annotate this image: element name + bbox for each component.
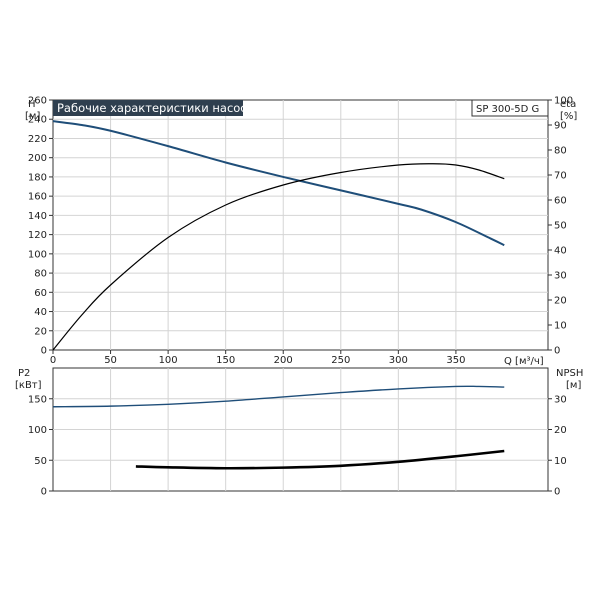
y-left-tick-label: 0	[41, 487, 47, 498]
y-left-tick-label: 220	[28, 134, 47, 145]
x-tick-label: 150	[216, 355, 235, 366]
y-right-title-top: eta	[560, 99, 576, 110]
y-left-unit-top: [м]	[25, 111, 40, 122]
y-right-tick-label: 10	[554, 321, 567, 332]
y-right-tick-label: 30	[554, 394, 567, 405]
y-right-tick-label: 70	[554, 171, 567, 182]
y-right-tick-label: 0	[554, 487, 560, 498]
bottom-grid	[53, 368, 548, 491]
y-right-title-bottom: NPSH	[556, 368, 583, 379]
x-tick-label: 50	[104, 355, 117, 366]
x-tick-label: 200	[274, 355, 293, 366]
x-axis-label: Q [м³/ч]	[504, 356, 544, 367]
top-grid	[53, 100, 548, 350]
model-label-box	[471, 99, 549, 117]
y-left-unit-bottom: [кВт]	[15, 380, 42, 391]
y-right-tick-label: 10	[554, 456, 567, 467]
bottom-axes: 0 50 100 150 0 10 20 30	[28, 394, 567, 497]
x-tick-label: 250	[331, 355, 350, 366]
x-tick-label: 350	[446, 355, 465, 366]
y-right-tick-label: 100	[554, 96, 573, 107]
model-label: SP 300-5D G	[476, 104, 539, 115]
series-line-h	[52, 120, 505, 247]
series-line-eta	[52, 163, 505, 351]
top-series	[52, 120, 505, 351]
y-left-tick-label: 50	[34, 456, 47, 467]
y-left-tick-label: 60	[34, 288, 47, 299]
y-left-tick-label: 140	[28, 211, 47, 222]
bottom-series	[52, 385, 505, 470]
y-left-tick-label: 0	[41, 346, 47, 357]
y-right-tick-label: 20	[554, 425, 567, 436]
y-right-tick-label: 80	[554, 146, 567, 157]
chart-title: Рабочие характеристики насоса	[57, 101, 254, 115]
y-left-title-bottom: P2	[18, 368, 30, 379]
y-left-title-top: H	[28, 99, 36, 110]
y-left-tick-label: 180	[28, 172, 47, 183]
y-right-unit-bottom: [м]	[566, 380, 581, 391]
chart-title-box	[53, 100, 243, 116]
x-tick-label: 100	[159, 355, 178, 366]
y-right-tick-label: 90	[554, 121, 567, 132]
x-tick-label: 300	[389, 355, 408, 366]
y-right-unit-top: [%]	[560, 111, 577, 122]
y-left-tick-label: 40	[34, 307, 47, 318]
y-right-tick-label: 20	[554, 296, 567, 307]
y-left-tick-label: 100	[28, 249, 47, 260]
top-axes: 0 50 100 150 200 250 300 3500204060801001201401…	[28, 96, 573, 367]
top-plot-frame	[52, 99, 549, 351]
y-left-tick-label: 160	[28, 192, 47, 203]
y-right-tick-label: 60	[554, 196, 567, 207]
y-right-tick-label: 50	[554, 221, 567, 232]
series-line-p2	[52, 385, 505, 408]
y-left-tick-label: 20	[34, 326, 47, 337]
y-left-tick-label: 260	[28, 96, 47, 107]
y-right-tick-label: 0	[554, 346, 560, 357]
y-left-tick-label: 150	[28, 394, 47, 405]
y-left-tick-label: 80	[34, 269, 47, 280]
y-right-tick-label: 40	[554, 246, 567, 257]
y-left-tick-label: 100	[28, 425, 47, 436]
y-left-tick-label: 120	[28, 230, 47, 241]
series-line-npsh	[135, 449, 505, 470]
x-tick-label: 0	[50, 355, 56, 366]
y-left-tick-label: 240	[28, 115, 47, 126]
y-left-tick-label: 200	[28, 153, 47, 164]
y-right-tick-label: 30	[554, 271, 567, 282]
